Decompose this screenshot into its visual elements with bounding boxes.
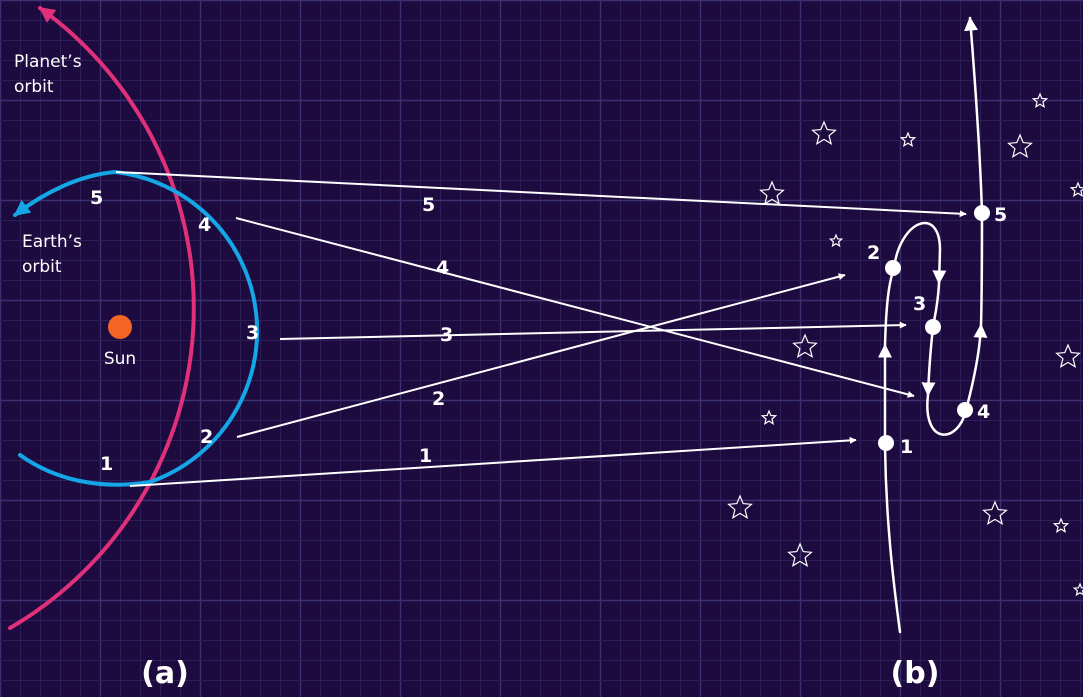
- sight-lines: [115, 171, 967, 487]
- planet-pos-label-2: 2: [432, 388, 445, 410]
- planet-pos-label-5: 5: [422, 194, 435, 216]
- sun: [108, 315, 132, 339]
- sun-label: Sun: [104, 349, 136, 369]
- planet-pos-label-3: 3: [440, 324, 453, 346]
- sight-line-1: [129, 436, 857, 487]
- sight-line-5: [115, 171, 967, 218]
- planet-pos-label-1: 1: [419, 445, 432, 467]
- star-outline-icon: [1069, 181, 1083, 197]
- sight-line-3: [279, 321, 907, 340]
- apparent-path-resume: [979, 211, 984, 327]
- apparent-path-start: [878, 343, 902, 634]
- earth-pos-label-4: 4: [198, 214, 211, 236]
- panel-label-a: (a): [141, 656, 189, 691]
- sky-pos-label-2: 2: [867, 242, 880, 264]
- star-outline-icon: [1072, 582, 1083, 597]
- star-outline-icon: [1007, 133, 1033, 158]
- star-outline-icon: [1031, 92, 1049, 108]
- panel-label-b: (b): [891, 656, 940, 691]
- sky-pos-label-4: 4: [977, 401, 990, 423]
- sky-dot-2: [885, 260, 901, 276]
- apparent-path-end: [964, 16, 984, 215]
- star-outline-icon: [828, 233, 844, 248]
- planet-orbit: [8, 6, 196, 630]
- planet-orbit-label-line1: Planet’s: [14, 52, 82, 72]
- star-outline-icon: [811, 120, 837, 145]
- star-outline-icon: [899, 131, 917, 147]
- earth-pos-label-5: 5: [90, 187, 103, 209]
- sky-pos-label-1: 1: [900, 436, 913, 458]
- star-outline-icon: [787, 542, 813, 567]
- star-outline-icon: [727, 494, 753, 519]
- star-outline-icon: [1055, 343, 1081, 368]
- earth-orbit: [13, 169, 260, 487]
- sky-dot-4: [957, 402, 973, 418]
- planet-pos-label-4: 4: [436, 257, 449, 279]
- earth-pos-label-3: 3: [246, 322, 259, 344]
- sky-pos-label-3: 3: [913, 293, 926, 315]
- star-field: [727, 92, 1083, 597]
- star-outline-icon: [1052, 517, 1070, 533]
- apparent-path-loop-top: [892, 221, 947, 285]
- earth-orbit-label-line1: Earth’s: [22, 232, 82, 252]
- sky-position-dots: [878, 205, 990, 451]
- sky-dot-3: [925, 319, 941, 335]
- earth-pos-label-2: 2: [200, 426, 213, 448]
- star-outline-icon: [792, 333, 818, 358]
- sight-line-4: [235, 217, 915, 398]
- earth-pos-label-1: 1: [100, 453, 113, 475]
- sky-pos-label-5: 5: [994, 204, 1007, 226]
- sky-dot-5: [974, 205, 990, 221]
- star-outline-icon: [759, 180, 785, 205]
- star-outline-icon: [760, 409, 778, 425]
- sight-line-2: [236, 273, 846, 438]
- sky-dot-1: [878, 435, 894, 451]
- earth-orbit-label-line2: orbit: [22, 257, 62, 277]
- star-outline-icon: [982, 500, 1008, 525]
- planet-orbit-label-line2: orbit: [14, 77, 54, 97]
